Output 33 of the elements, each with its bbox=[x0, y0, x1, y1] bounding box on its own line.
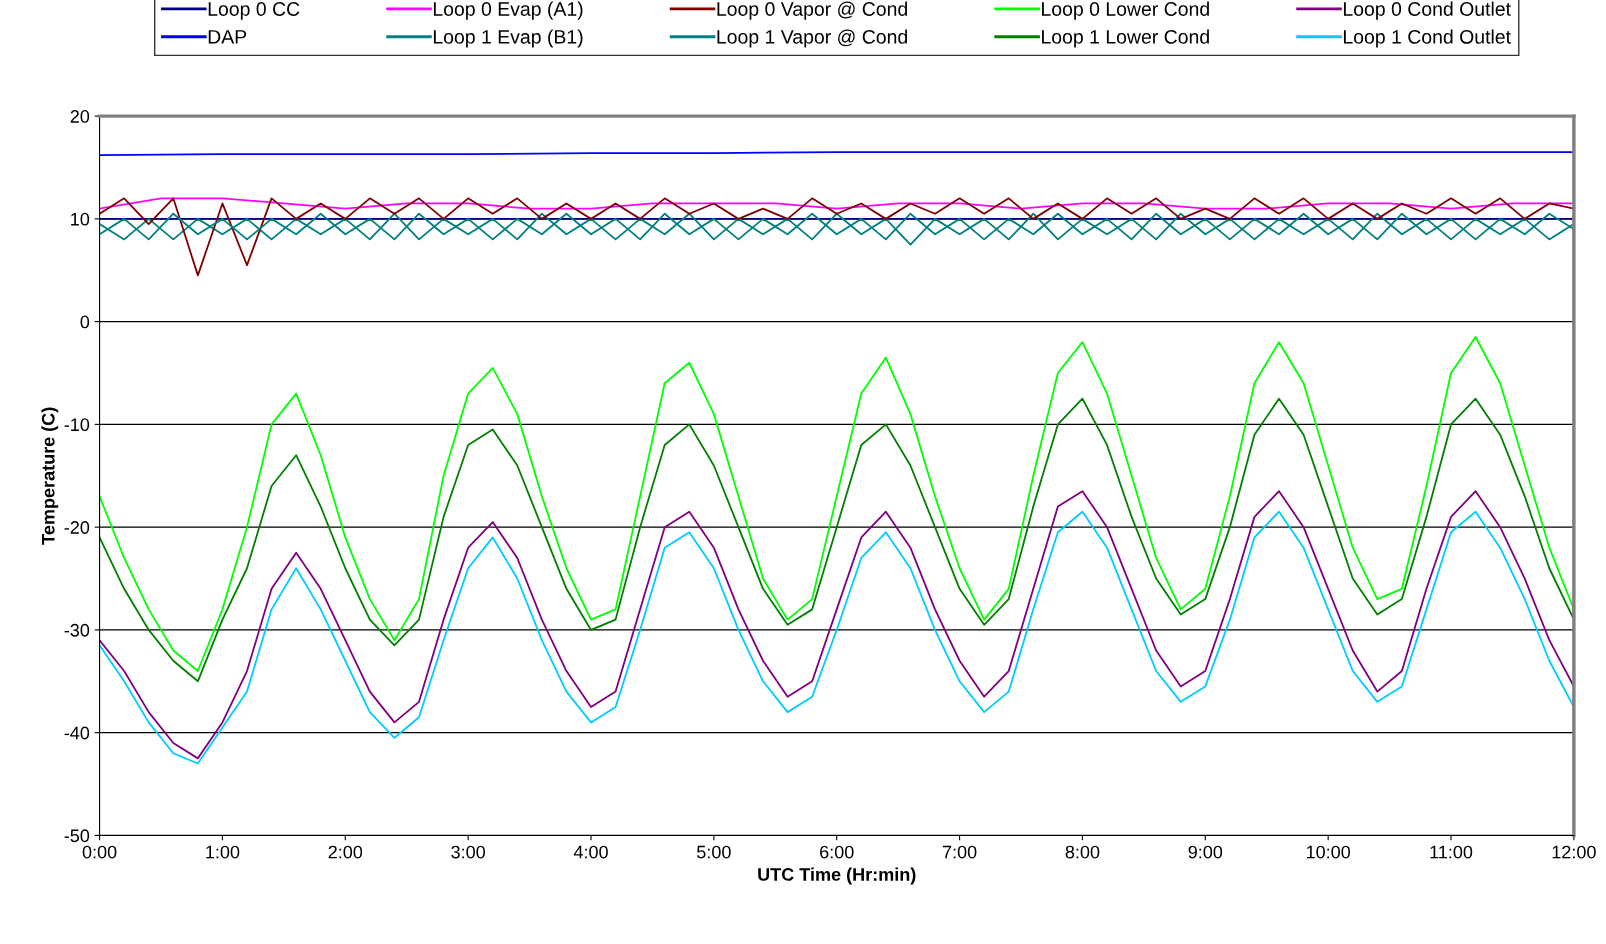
y-tick-label: -40 bbox=[64, 726, 90, 740]
x-tick-label: 10:00 bbox=[1306, 845, 1351, 859]
legend-label: Loop 0 Cond Outlet bbox=[1343, 1, 1511, 20]
x-tick-label: 1:00 bbox=[206, 845, 240, 859]
legend-label: Loop 0 CC bbox=[208, 2, 300, 20]
x-tick-label: 11:00 bbox=[1430, 845, 1473, 859]
x-tick-label: 4:00 bbox=[573, 845, 608, 859]
y-tick-label: 10 bbox=[71, 212, 90, 226]
legend-label: Loop 0 Vapor @ Cond bbox=[717, 1, 907, 20]
x-axis-title: UTC Time (Hr:min) bbox=[758, 867, 916, 885]
y-tick-label: -10 bbox=[64, 418, 90, 432]
legend-label: Loop 1 Vapor @ Cond bbox=[717, 29, 907, 48]
y-axis-title: Temperature (C) bbox=[41, 407, 59, 545]
x-tick-label: 5:00 bbox=[697, 845, 731, 859]
x-tick-label: 3:00 bbox=[451, 845, 486, 859]
x-tick-label: 0:00 bbox=[82, 845, 117, 859]
legend-label: Loop 0 Evap (A1) bbox=[433, 1, 583, 20]
legend-label: Loop 1 Lower Cond bbox=[1042, 29, 1209, 48]
legend-label: Loop 1 Cond Outlet bbox=[1343, 29, 1511, 48]
y-tick-label: -50 bbox=[64, 829, 90, 843]
y-tick-label: 20 bbox=[70, 110, 90, 123]
y-tick-label: -20 bbox=[64, 521, 90, 534]
y-tick-label: 0 bbox=[80, 315, 90, 329]
x-tick-label: 6:00 bbox=[820, 845, 854, 859]
x-tick-label: 8:00 bbox=[1065, 845, 1100, 859]
x-tick-label: 7:00 bbox=[942, 845, 977, 859]
x-tick-label: 12:00 bbox=[1552, 845, 1596, 859]
legend-label: Loop 0 Lower Cond bbox=[1042, 1, 1209, 20]
x-tick-label: 9:00 bbox=[1188, 845, 1223, 859]
legend-label: DAP bbox=[208, 30, 247, 44]
legend-label: Loop 1 Evap (B1) bbox=[433, 29, 583, 48]
x-tick-label: 2:00 bbox=[328, 845, 363, 859]
y-tick-label: -30 bbox=[64, 623, 90, 637]
